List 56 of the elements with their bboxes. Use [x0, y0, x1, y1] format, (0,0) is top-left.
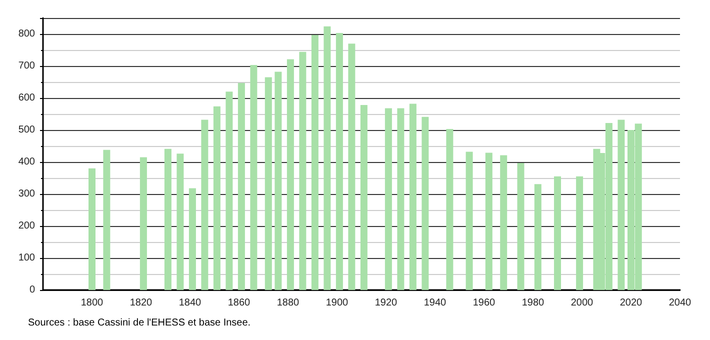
x-tick-label: 1940 [424, 298, 447, 308]
bar [88, 168, 96, 290]
bar [500, 155, 508, 290]
bar [103, 150, 110, 290]
x-tick-label: 1920 [374, 298, 398, 308]
y-tick-label: 200 [18, 220, 36, 232]
x-tick-label: 1840 [178, 298, 202, 308]
bar [517, 162, 524, 290]
bar [286, 59, 294, 290]
y-tick-label: 0 [29, 284, 36, 296]
source-note: Sources : base Cassini de l'EHESS et base Insee. [28, 318, 251, 328]
x-tick-label: 1800 [80, 298, 104, 308]
bar [201, 120, 208, 290]
x-tick-label: 1860 [228, 298, 251, 308]
bar [554, 176, 561, 290]
bar [213, 106, 220, 290]
bar [140, 157, 147, 290]
bar [176, 154, 184, 290]
bar [446, 129, 454, 290]
bar [348, 44, 356, 290]
bar [274, 72, 282, 290]
bar [311, 34, 318, 290]
y-tick-label: 400 [18, 156, 36, 168]
bar [324, 26, 331, 290]
x-tick-label: 1900 [326, 298, 349, 308]
bar [264, 77, 272, 290]
x-tick-label: 2020 [620, 298, 643, 308]
bar [534, 184, 542, 290]
bar [164, 148, 172, 290]
bar [485, 152, 492, 290]
x-tick-label: 1880 [276, 298, 300, 308]
y-tick-label: 800 [18, 28, 36, 40]
x-tick-label: 2040 [668, 298, 692, 308]
bar [409, 104, 416, 290]
y-tick-label: 600 [18, 92, 36, 104]
bar [188, 188, 196, 290]
bar [238, 82, 245, 290]
bar [250, 65, 258, 290]
x-tick-label: 1960 [472, 298, 496, 308]
bar [576, 176, 584, 290]
x-tick-label: 2000 [570, 298, 594, 308]
bar [336, 33, 343, 290]
bar [422, 116, 429, 290]
bar [226, 92, 233, 290]
bar [397, 108, 404, 290]
bar [466, 152, 473, 290]
bar [618, 120, 625, 290]
y-tick-label: 500 [18, 124, 36, 136]
x-tick-label: 1820 [130, 298, 153, 308]
bar [299, 52, 306, 290]
y-tick-label: 100 [18, 252, 36, 264]
y-tick-label: 300 [18, 188, 36, 200]
y-tick-label: 700 [18, 60, 36, 72]
bar [360, 105, 368, 290]
bar [384, 108, 392, 290]
x-tick-label: 1980 [522, 298, 545, 308]
